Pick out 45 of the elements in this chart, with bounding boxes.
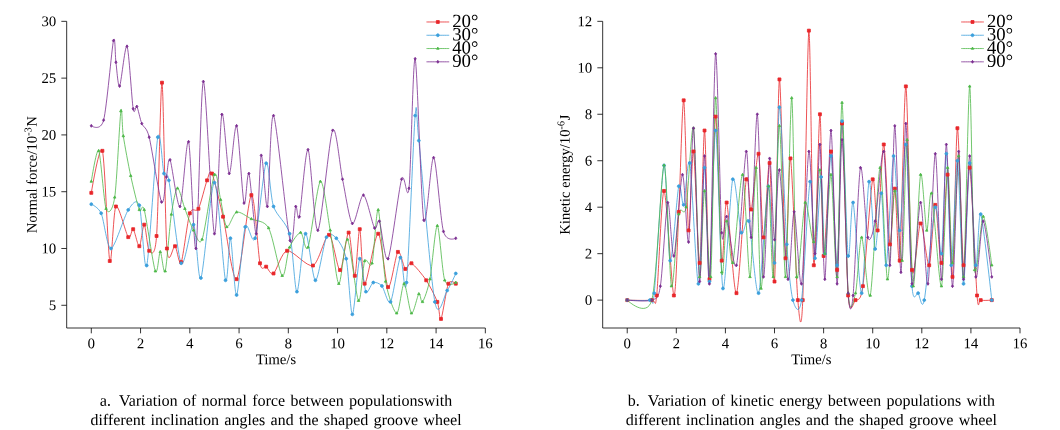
- y-tick-label: 30: [42, 16, 56, 27]
- y-tick-label: 10: [578, 62, 592, 73]
- x-tick-label: 16: [1013, 338, 1027, 349]
- y-tick-label: 10: [42, 243, 56, 254]
- y-tick-label: 8: [585, 109, 592, 120]
- legend-label: 20°: [987, 14, 1013, 28]
- legend-label: 30°: [453, 27, 478, 41]
- y-tick-label: 20: [42, 129, 56, 140]
- legend-label: 90°: [987, 54, 1013, 68]
- y-tick-label: 25: [42, 73, 56, 84]
- y-axis-title: Normal force/10$^{-3}$N: [24, 116, 37, 233]
- y-tick-label: 4: [585, 202, 592, 213]
- y-tick-label: 6: [585, 155, 592, 166]
- legend-label: 90°: [452, 54, 478, 68]
- y-axis-title: Kinetic energy/10$^{-6}$J: [557, 114, 573, 235]
- x-tick-label: 12: [380, 338, 394, 349]
- text: b. Variation of kinetic energy between populations with different inclination angles and the shaped groove wheel: [626, 394, 997, 429]
- y-tick-label: 5: [49, 300, 56, 311]
- x-tick-label: 14: [964, 338, 979, 349]
- y-tick-label: 2: [585, 248, 592, 259]
- x-tick-label: 14: [430, 338, 444, 349]
- x-tick-label: 10: [866, 338, 880, 349]
- x-tick-label: 4: [186, 338, 194, 349]
- x-axis-title: Time/s: [791, 354, 831, 365]
- x-tick-label: 16: [479, 338, 493, 349]
- x-tick-label: 4: [722, 338, 729, 349]
- x-tick-label: 6: [236, 338, 243, 349]
- x-tick-label: 10: [331, 338, 345, 349]
- x-tick-label: 8: [820, 338, 827, 349]
- legend-label: 30°: [987, 27, 1013, 41]
- legend-label: 40°: [987, 41, 1013, 54]
- x-tick-label: 8: [285, 338, 292, 349]
- x-axis-title: Time/s: [256, 354, 296, 365]
- x-tick-label: 12: [915, 338, 929, 349]
- x-tick-label: 0: [624, 338, 631, 349]
- text: a. Variation of normal force between populationswith different inclination angles and the shaped groove wheel: [91, 394, 462, 429]
- x-tick-label: 2: [673, 338, 680, 349]
- y-tick-label: 0: [585, 295, 592, 306]
- y-tick-label: 15: [42, 186, 56, 197]
- legend-label: 20°: [453, 14, 478, 28]
- x-tick-label: 0: [88, 338, 95, 349]
- legend-label: 40°: [452, 41, 478, 54]
- y-tick-label: 12: [578, 16, 592, 27]
- x-tick-label: 6: [771, 338, 778, 349]
- x-tick-label: 2: [137, 338, 144, 349]
